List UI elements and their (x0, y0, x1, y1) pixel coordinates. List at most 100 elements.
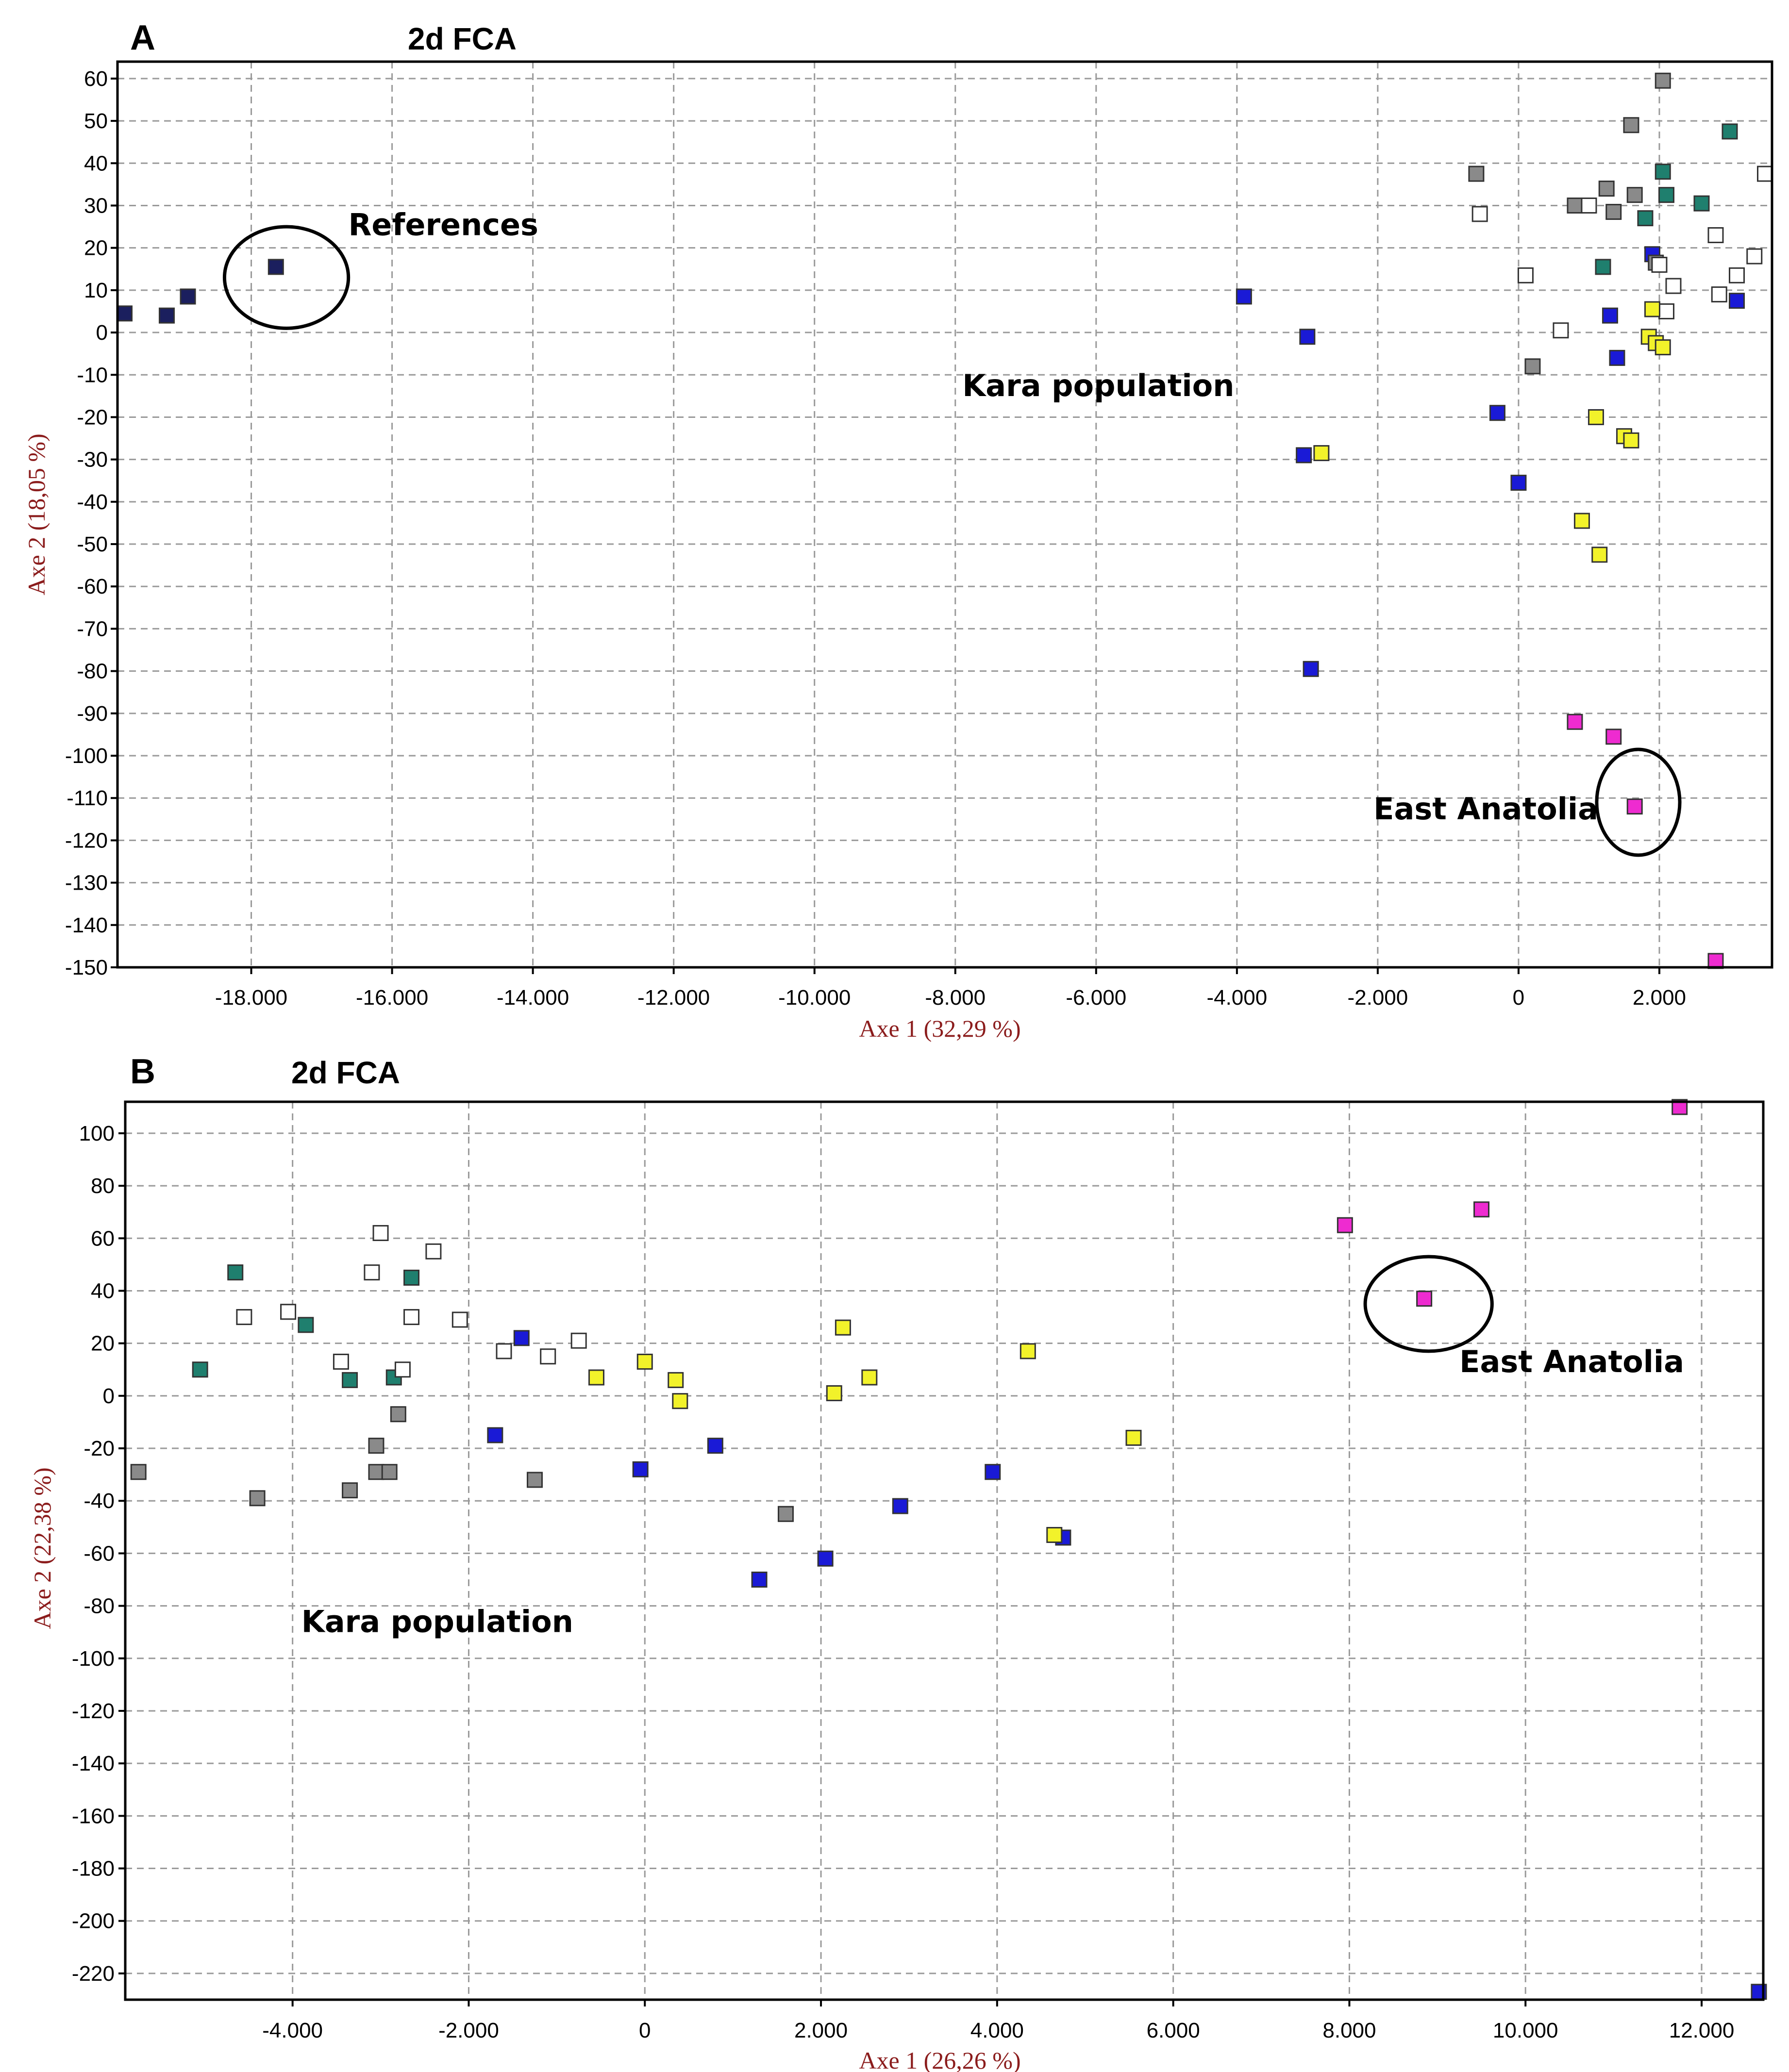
panel-a-title: 2d FCA (408, 21, 517, 56)
annotation-circle (1363, 1255, 1494, 1353)
point-blue (1602, 307, 1618, 324)
panel-a-y-tick-labels: 60 50 40 30 20 10 0 -10 -20 -30 -40 -50 -60 -70 -80 -90… (65, 67, 108, 979)
point-white (364, 1264, 380, 1281)
point-magenta (1567, 713, 1583, 730)
y-tick-label: -150 (65, 956, 108, 979)
y-tick-label: -130 (65, 871, 108, 895)
x-tick-label: -8.000 (925, 986, 986, 1010)
panel-a-points (117, 72, 1773, 969)
point-yellow (835, 1319, 851, 1336)
x-tick-label: 0 (1513, 986, 1524, 1010)
point-white (496, 1343, 512, 1359)
point-white (1746, 248, 1763, 265)
panel-b-plot-frame (124, 1100, 1765, 2001)
y-tick-label: 10 (84, 279, 108, 302)
point-white (333, 1354, 349, 1370)
y-tick-label: -140 (65, 913, 108, 937)
point-teal (1655, 164, 1671, 180)
y-tick-label: -50 (77, 532, 108, 556)
panel-b-annotations: Kara population East Anatolia (301, 1344, 1684, 1640)
point-blue (1489, 405, 1505, 421)
point-yellow (1125, 1429, 1142, 1446)
x-tick-label: 12.000 (1669, 2019, 1735, 2042)
y-tick-label: 60 (91, 1227, 115, 1250)
point-teal (1595, 259, 1611, 275)
panel-a-x-axis-label: Axe 1 (32,29 %) (859, 1015, 1020, 1042)
point-blue (985, 1464, 1001, 1480)
annotation-label: Kara population (962, 368, 1234, 403)
y-tick-label: -120 (72, 1699, 115, 1723)
point-gray (1626, 187, 1643, 203)
point-yellow (1588, 409, 1604, 425)
annotation-label: East Anatolia (1373, 791, 1598, 827)
x-tick-label: -14.000 (497, 986, 569, 1010)
point-yellow (636, 1354, 653, 1370)
point-white (1711, 286, 1727, 303)
y-tick-label: 0 (103, 1384, 115, 1408)
point-teal (227, 1264, 244, 1281)
panel-b-letter: B (130, 1052, 155, 1091)
point-blue (707, 1438, 723, 1454)
panel-b-grid (125, 1102, 1763, 2000)
panel-a-annotations: References Kara population East Anatolia (349, 207, 1598, 827)
point-yellow (588, 1369, 604, 1386)
point-navy (268, 259, 284, 275)
point-blue (1510, 475, 1527, 491)
point-teal (403, 1269, 420, 1286)
x-tick-label: 10.000 (1493, 2019, 1558, 2042)
y-tick-label: 80 (91, 1174, 115, 1198)
point-yellow (1655, 339, 1671, 356)
panel-b-x-axis-label: Axe 1 (26,26 %) (859, 2047, 1020, 2072)
panel-b-ticks (118, 1132, 1703, 2006)
point-teal (298, 1317, 314, 1333)
y-tick-label: 20 (84, 236, 108, 260)
annotation-circle (1595, 747, 1682, 857)
point-gray (130, 1464, 147, 1480)
point-teal (1658, 187, 1674, 203)
x-tick-label: -16.000 (356, 986, 428, 1010)
point-teal (1722, 123, 1738, 140)
point-blue (513, 1330, 530, 1346)
y-tick-label: -40 (84, 1489, 115, 1513)
y-tick-label: -80 (84, 1594, 115, 1618)
point-gray (1623, 117, 1639, 133)
x-tick-label: -4.000 (262, 2019, 323, 2042)
annotation-label: East Anatolia (1459, 1344, 1684, 1379)
panel-b-annotation-circles (1363, 1255, 1494, 1353)
point-magenta (1337, 1217, 1353, 1233)
point-blue (817, 1550, 834, 1567)
x-tick-label: -12.000 (637, 986, 710, 1010)
x-tick-label: 2.000 (1633, 986, 1686, 1010)
point-white (1665, 278, 1682, 294)
y-tick-label: -70 (77, 617, 108, 641)
panel-a-x-tick-labels: -18.000 -16.000 -14.000 -12.000 -10.000 -8.00… (215, 986, 1686, 1010)
panel-a-letter: A (130, 18, 155, 57)
panel-b-y-axis-label: Axe 2 (22,38 %) (29, 1467, 56, 1629)
point-teal (1637, 210, 1654, 227)
x-tick-label: 6.000 (1147, 2019, 1200, 2042)
point-teal (1693, 195, 1710, 212)
y-tick-label: 0 (96, 321, 108, 345)
point-blue (1296, 447, 1312, 464)
y-tick-label: 40 (91, 1279, 115, 1303)
point-blue (1728, 293, 1745, 309)
panel-a-y-axis-label: Axe 2 (18,05 %) (23, 433, 50, 595)
point-white (394, 1361, 411, 1378)
point-gray (1567, 197, 1583, 214)
point-gray (368, 1438, 385, 1454)
point-blue (1236, 288, 1252, 305)
panel-b: B 2d FCA -4.000 -2.000 0 2.000 4.000 6.000 8.0… (29, 1052, 1767, 2072)
y-tick-label: -100 (72, 1647, 115, 1671)
point-navy (180, 288, 196, 305)
y-tick-label: -20 (84, 1437, 115, 1460)
point-white (1517, 267, 1534, 283)
point-white (1728, 267, 1745, 283)
point-blue (1299, 329, 1316, 345)
point-white (403, 1309, 420, 1326)
point-white (540, 1348, 556, 1365)
point-yellow (1573, 513, 1590, 529)
annotation-label: References (349, 207, 538, 243)
point-white (570, 1332, 587, 1349)
y-tick-label: -10 (77, 363, 108, 387)
